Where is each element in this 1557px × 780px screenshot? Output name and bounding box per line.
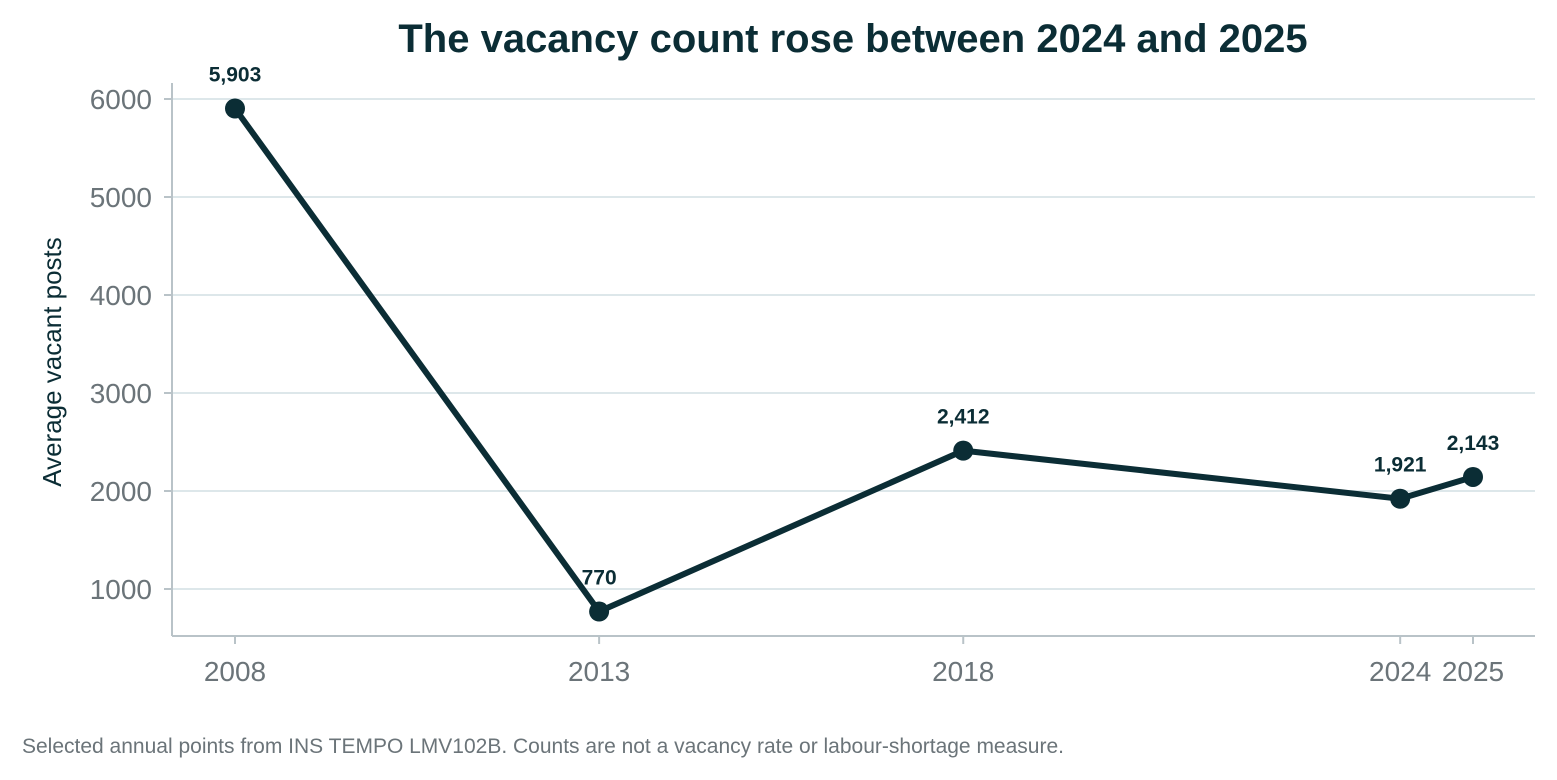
data-label: 770 (582, 567, 617, 590)
data-point (1390, 488, 1411, 509)
y-tick-label: 3000 (90, 378, 152, 409)
data-point (589, 601, 610, 622)
data-labels: 5,903 770 2,412 1,921 2,143 (209, 64, 1500, 590)
y-tick-label: 6000 (90, 84, 152, 115)
data-point (953, 440, 974, 461)
y-ticks: 1000 2000 3000 4000 5000 6000 (90, 84, 172, 605)
footnote: Selected annual points from INS TEMPO LM… (22, 735, 1064, 758)
chart-title: The vacancy count rose between 2024 and … (398, 17, 1307, 61)
data-point (1463, 466, 1483, 487)
x-tick-label: 2024 (1369, 656, 1431, 687)
grid-lines (172, 98, 1535, 590)
data-series (225, 98, 1483, 622)
data-label: 2,143 (1447, 432, 1500, 455)
data-label: 5,903 (209, 64, 262, 87)
x-tick-label: 2008 (204, 656, 266, 687)
y-tick-label: 2000 (90, 476, 152, 507)
y-tick-label: 4000 (90, 280, 152, 311)
axes (171, 83, 1535, 637)
y-axis-label: Average vacant posts (37, 237, 67, 487)
x-tick-label: 2013 (568, 656, 630, 687)
x-tick-label: 2018 (932, 656, 994, 687)
y-tick-label: 5000 (90, 182, 152, 213)
x-tick-label: 2025 (1442, 656, 1504, 687)
data-label: 2,412 (937, 406, 990, 429)
y-tick-label: 1000 (90, 574, 152, 605)
data-point (225, 98, 245, 119)
data-label: 1,921 (1374, 454, 1427, 477)
series-line (232, 105, 1476, 615)
x-ticks: 2008 2013 2018 2024 2025 (204, 636, 1504, 687)
